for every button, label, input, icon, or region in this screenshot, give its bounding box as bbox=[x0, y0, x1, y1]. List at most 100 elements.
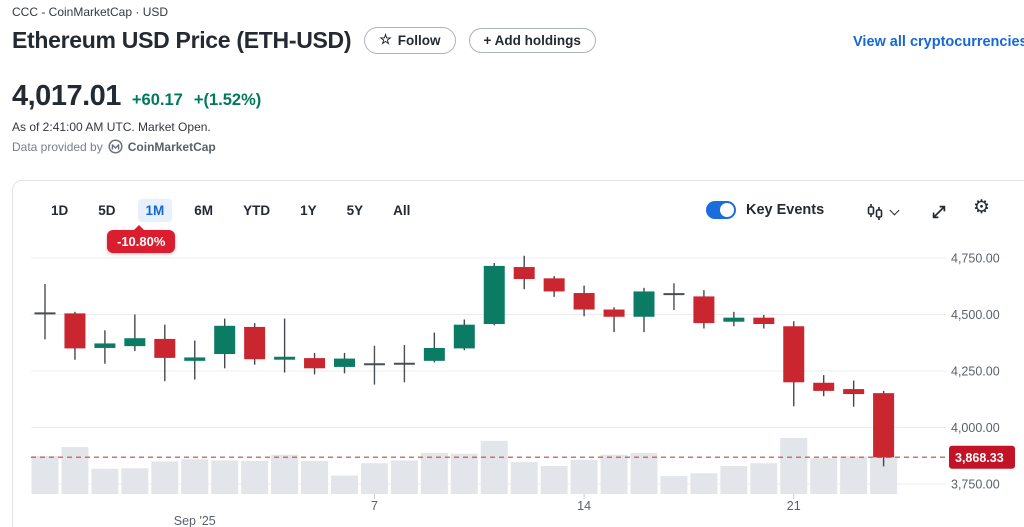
candle-body bbox=[633, 291, 655, 317]
key-events-label: Key Events bbox=[746, 202, 825, 218]
y-axis-label: 4,750.00 bbox=[951, 252, 1000, 266]
candle-body bbox=[334, 358, 355, 367]
current-price-badge-label: 3,868.33 bbox=[955, 451, 1004, 465]
as-of-timestamp: As of 2:41:00 AM UTC. Market Open. bbox=[12, 120, 211, 134]
add-holdings-button[interactable]: + Add holdings bbox=[468, 28, 596, 53]
candle-body bbox=[873, 393, 895, 458]
candle-body bbox=[453, 324, 475, 349]
current-price-badge bbox=[949, 445, 1015, 469]
range-tab-1m[interactable]: 1M bbox=[137, 199, 173, 222]
page-title: Ethereum USD Price (ETH-USD) bbox=[12, 27, 352, 53]
price-change: +60.17 bbox=[131, 91, 183, 109]
volume-bar bbox=[480, 440, 508, 494]
chart-type-button[interactable] bbox=[866, 203, 900, 221]
volume-bar bbox=[151, 461, 179, 494]
candle-body bbox=[64, 313, 86, 349]
volume-bar bbox=[271, 454, 299, 494]
volume-bar bbox=[750, 463, 778, 494]
y-axis-label: 3,750.00 bbox=[951, 478, 1000, 492]
star-icon: ☆ bbox=[379, 31, 392, 47]
range-tab-1y[interactable]: 1Y bbox=[300, 203, 317, 218]
coinmarketcap-logo-icon bbox=[108, 139, 123, 154]
candle-body bbox=[214, 325, 236, 355]
data-provider-name: CoinMarketCap bbox=[127, 139, 216, 154]
y-axis-label: 4,000.00 bbox=[951, 421, 1000, 435]
candle-body bbox=[783, 326, 805, 383]
candle-body bbox=[483, 265, 505, 324]
candle-body bbox=[304, 358, 326, 369]
candle-body bbox=[154, 338, 176, 358]
range-tabs: 1D 5D 1M 6M YTD 1Y 5Y All bbox=[43, 199, 418, 222]
volume-bar bbox=[420, 453, 448, 494]
y-axis-label: 4,500.00 bbox=[951, 308, 1000, 322]
volume-bar bbox=[241, 460, 269, 494]
volume-bar bbox=[31, 455, 59, 494]
fullscreen-button[interactable] bbox=[931, 204, 947, 220]
candle-body bbox=[274, 356, 296, 360]
candle-body bbox=[244, 326, 266, 360]
range-change-badge: -10.80% bbox=[107, 225, 176, 253]
x-axis-month-label: Sep '25 bbox=[174, 514, 216, 527]
follow-button[interactable]: ☆ Follow bbox=[364, 27, 456, 54]
current-price: 4,017.01 bbox=[12, 80, 121, 112]
volume-bar bbox=[600, 454, 628, 494]
candle-body bbox=[184, 357, 206, 361]
volume-bar bbox=[331, 475, 358, 494]
volume-bar bbox=[630, 453, 658, 494]
range-tab-ytd[interactable]: YTD bbox=[243, 203, 271, 218]
volume-bar bbox=[660, 476, 688, 494]
volume-bar bbox=[121, 468, 149, 494]
range-tab-5d[interactable]: 5D bbox=[98, 203, 116, 218]
data-provider-prefix: Data provided by bbox=[12, 139, 103, 154]
x-axis-label: 21 bbox=[787, 499, 801, 513]
chart-settings-button[interactable]: ⚙ bbox=[973, 196, 990, 219]
breadcrumb: CCC - CoinMarketCap · USD bbox=[12, 5, 169, 19]
price-change-percent: +(1.52%) bbox=[193, 91, 262, 109]
candle-body bbox=[573, 293, 595, 310]
candlestick-chart[interactable]: 4,750.00 4,500.00 4,250.00 4,000.00 3,750.00… bbox=[13, 181, 1024, 527]
volume-bar bbox=[91, 468, 119, 494]
volume-bar bbox=[690, 473, 718, 494]
volume-bar bbox=[450, 453, 478, 494]
volume-bar bbox=[840, 456, 868, 494]
follow-button-label: Follow bbox=[397, 33, 441, 48]
expand-icon bbox=[932, 205, 946, 219]
volume-bar bbox=[810, 458, 838, 494]
candle-body bbox=[423, 347, 445, 361]
volume-bar bbox=[181, 459, 209, 494]
x-axis-label: 7 bbox=[371, 499, 378, 513]
x-axis-label: 14 bbox=[577, 499, 591, 513]
candle-body bbox=[813, 382, 835, 391]
volume-bar bbox=[61, 446, 89, 494]
volume-bar bbox=[570, 459, 598, 494]
gear-icon: ⚙ bbox=[973, 197, 991, 218]
range-tab-1d[interactable]: 1D bbox=[51, 203, 69, 218]
key-events-toggle[interactable] bbox=[706, 201, 736, 219]
chart-card: 1D 5D 1M 6M YTD 1Y 5Y All -10.80% Key Events ⚙ … bbox=[12, 180, 1024, 527]
volume-bar bbox=[301, 460, 329, 494]
candle-body bbox=[693, 296, 715, 324]
candlestick-chart-icon bbox=[867, 204, 883, 220]
candle-body bbox=[603, 309, 625, 317]
candle-body bbox=[843, 389, 865, 395]
range-tab-all[interactable]: All bbox=[393, 203, 411, 218]
y-axis-label: 4,250.00 bbox=[951, 365, 1000, 379]
candle-body bbox=[723, 317, 745, 322]
volume-bar bbox=[510, 462, 538, 494]
volume-bar bbox=[211, 460, 239, 494]
candle-body bbox=[513, 267, 535, 280]
candle-body bbox=[94, 343, 116, 348]
candle-body bbox=[753, 317, 775, 324]
data-provider: Data provided by CoinMarketCap bbox=[12, 139, 216, 154]
add-holdings-label: + Add holdings bbox=[483, 33, 581, 48]
candle-body bbox=[124, 338, 146, 347]
candle-body bbox=[543, 278, 565, 292]
view-all-cryptocurrencies-link[interactable]: View all cryptocurrencies bbox=[853, 34, 1024, 50]
volume-bar bbox=[390, 460, 418, 494]
volume-bar bbox=[780, 438, 808, 494]
range-tab-5y[interactable]: 5Y bbox=[346, 203, 364, 218]
range-tab-6m[interactable]: 6M bbox=[194, 203, 214, 218]
volume-bar bbox=[540, 466, 568, 494]
volume-bar bbox=[360, 463, 388, 494]
toggle-knob bbox=[720, 203, 734, 217]
